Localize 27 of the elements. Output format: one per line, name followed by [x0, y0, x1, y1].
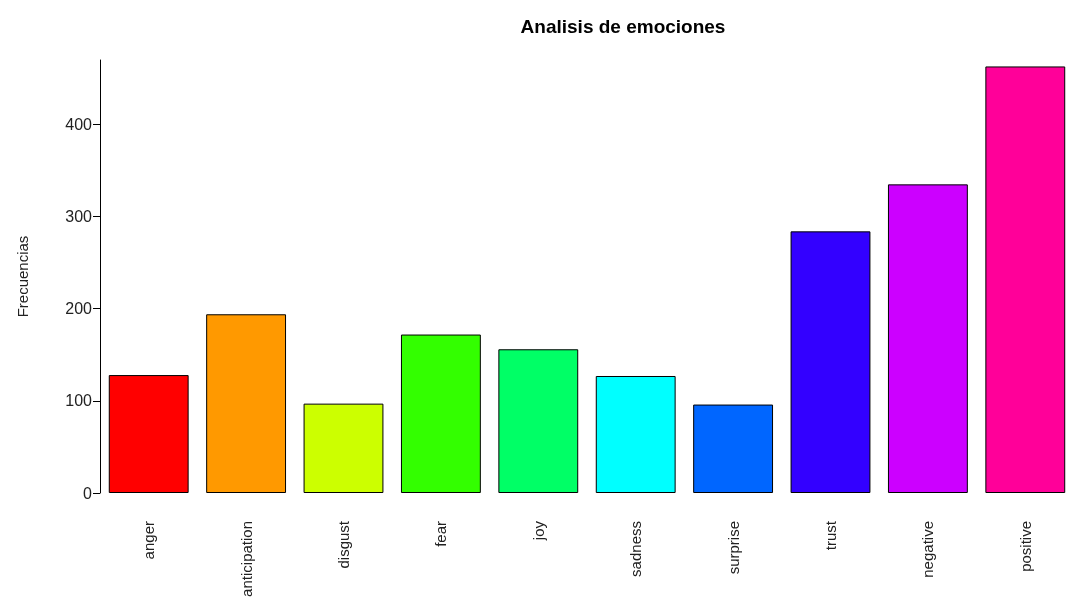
bar [498, 349, 579, 493]
x-tick-label: sadness [627, 521, 645, 577]
x-tick-label: joy [529, 520, 547, 542]
x-tick-label: negative [919, 521, 937, 578]
chart-title: Analisis de emociones [520, 16, 726, 37]
y-axis-title: Frecuencias [14, 235, 31, 318]
bar [206, 314, 287, 493]
y-tick-label: 100 [65, 392, 93, 410]
y-tick-label: 200 [65, 300, 93, 318]
x-tick-label: surprise [724, 521, 742, 575]
x-tick-label: anger [140, 521, 158, 560]
x-tick-label: fear [432, 521, 450, 547]
y-tick-label: 400 [65, 115, 93, 133]
bar [400, 334, 481, 493]
bar [887, 184, 968, 493]
bar [595, 376, 676, 493]
bar [790, 231, 871, 493]
x-tick-label: trust [822, 520, 839, 551]
x-tick-label: positive [1016, 521, 1034, 572]
bar [303, 403, 384, 493]
bar [985, 66, 1066, 493]
y-tick-label: 300 [65, 208, 93, 226]
bar [693, 404, 774, 493]
bar [108, 375, 189, 493]
x-tick-label: anticipation [237, 521, 255, 597]
x-tick-label: disgust [335, 520, 352, 569]
y-tick-label: 0 [83, 484, 93, 502]
